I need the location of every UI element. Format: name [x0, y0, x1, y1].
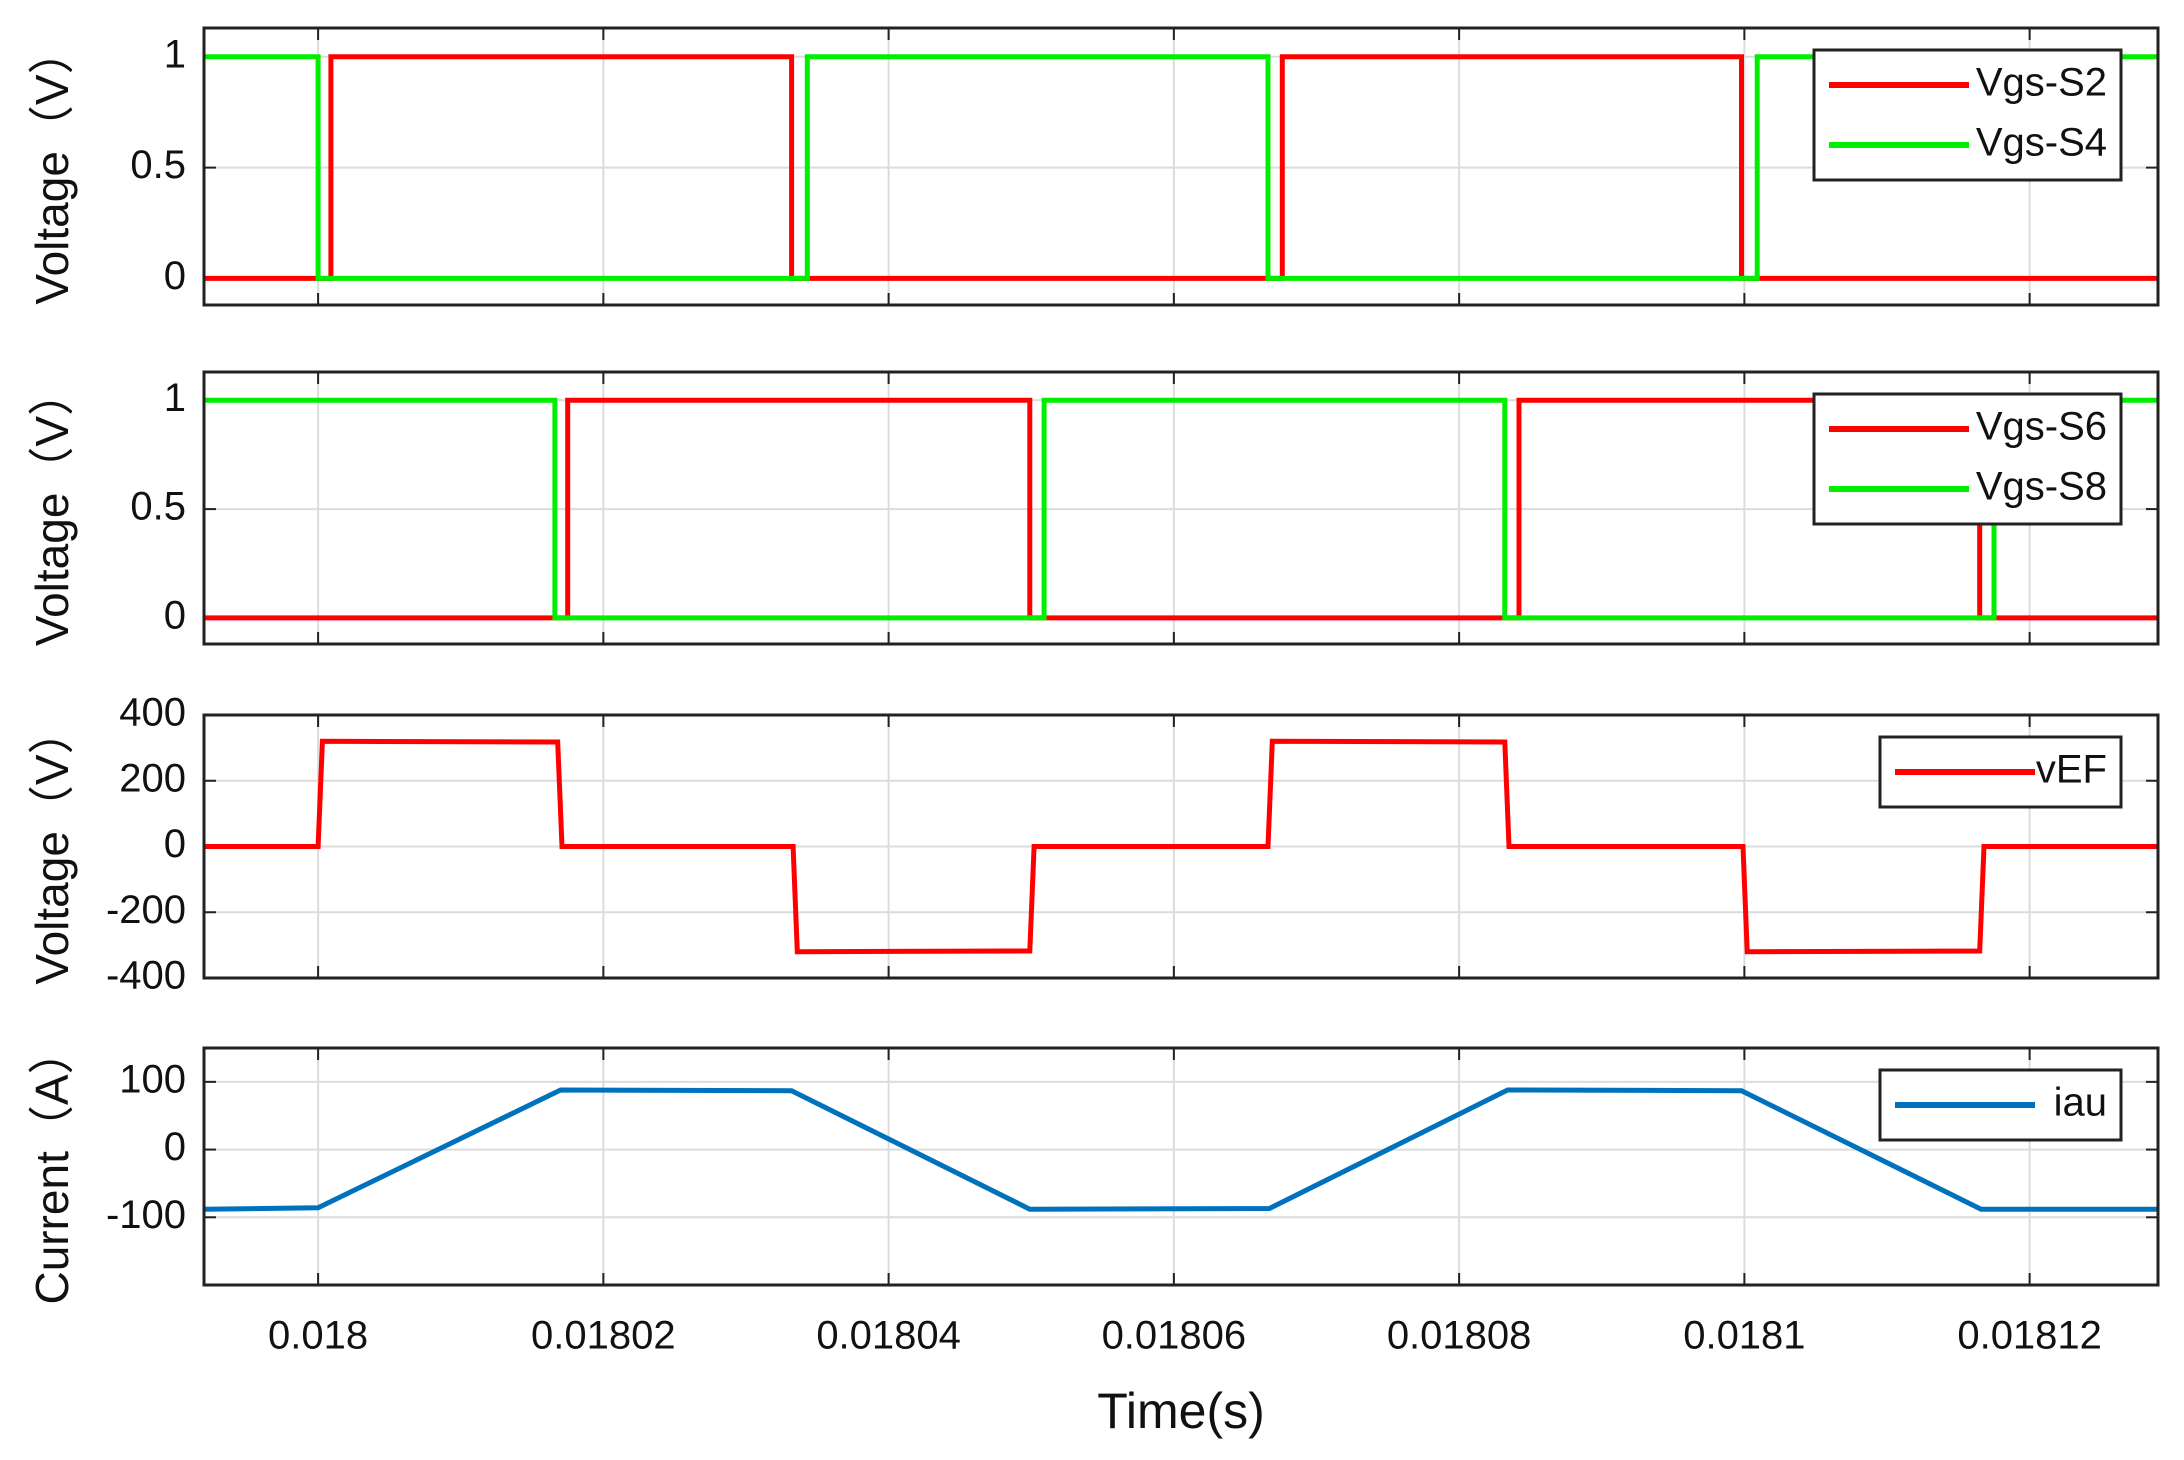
y-tick-label: 400	[119, 691, 186, 735]
y-tick-label: 0	[164, 593, 186, 637]
y-axis-label: Current（A）	[26, 1028, 78, 1304]
x-tick-label: 0.01806	[1102, 1314, 1247, 1358]
axes-box	[202, 713, 2160, 980]
y-axis-label: Voltage（V）	[26, 708, 78, 984]
y-tick-label: -400	[106, 954, 186, 998]
legend-box	[1812, 392, 2123, 526]
legend-label: Vgs-S2	[1976, 61, 2107, 105]
y-tick-label: 100	[119, 1057, 186, 1101]
legend-label: vEF	[2036, 748, 2107, 792]
y-axis-label: Voltage（V）	[26, 28, 78, 304]
x-tick-label: 0.0181	[1683, 1314, 1805, 1358]
data-line	[204, 54, 2158, 281]
axes-box	[202, 26, 2160, 307]
y-tick-label: 0	[164, 1125, 186, 1169]
y-tick-label: 0	[164, 254, 186, 298]
data-line	[204, 738, 2158, 955]
y-tick-label: -200	[106, 888, 186, 932]
legend-box	[1812, 48, 2123, 182]
x-axis-label: Time(s)	[1097, 1383, 1265, 1439]
x-tick-label: 0.01802	[531, 1314, 676, 1358]
axes-box	[202, 370, 2160, 646]
x-tick-label: 0.01804	[816, 1314, 961, 1358]
x-tick-label: 0.018	[268, 1314, 368, 1358]
legend-label: iau	[2054, 1081, 2107, 1125]
y-tick-label: 200	[119, 756, 186, 800]
data-line	[204, 54, 2158, 281]
legend-label: Vgs-S8	[1976, 465, 2107, 509]
data-line	[204, 1087, 2158, 1212]
y-axis-label: Voltage（V）	[26, 370, 78, 646]
y-tick-label: 1	[164, 376, 186, 420]
legend-label: Vgs-S4	[1976, 121, 2107, 165]
y-tick-label: -100	[106, 1193, 186, 1237]
x-tick-label: 0.01812	[1957, 1314, 2102, 1358]
y-tick-label: 1	[164, 32, 186, 76]
y-tick-label: 0	[164, 822, 186, 866]
y-tick-label: 0.5	[130, 143, 186, 187]
y-tick-label: 0.5	[130, 485, 186, 529]
legend-label: Vgs-S6	[1976, 405, 2107, 449]
axes-box	[202, 1046, 2160, 1287]
x-tick-label: 0.01808	[1387, 1314, 1532, 1358]
